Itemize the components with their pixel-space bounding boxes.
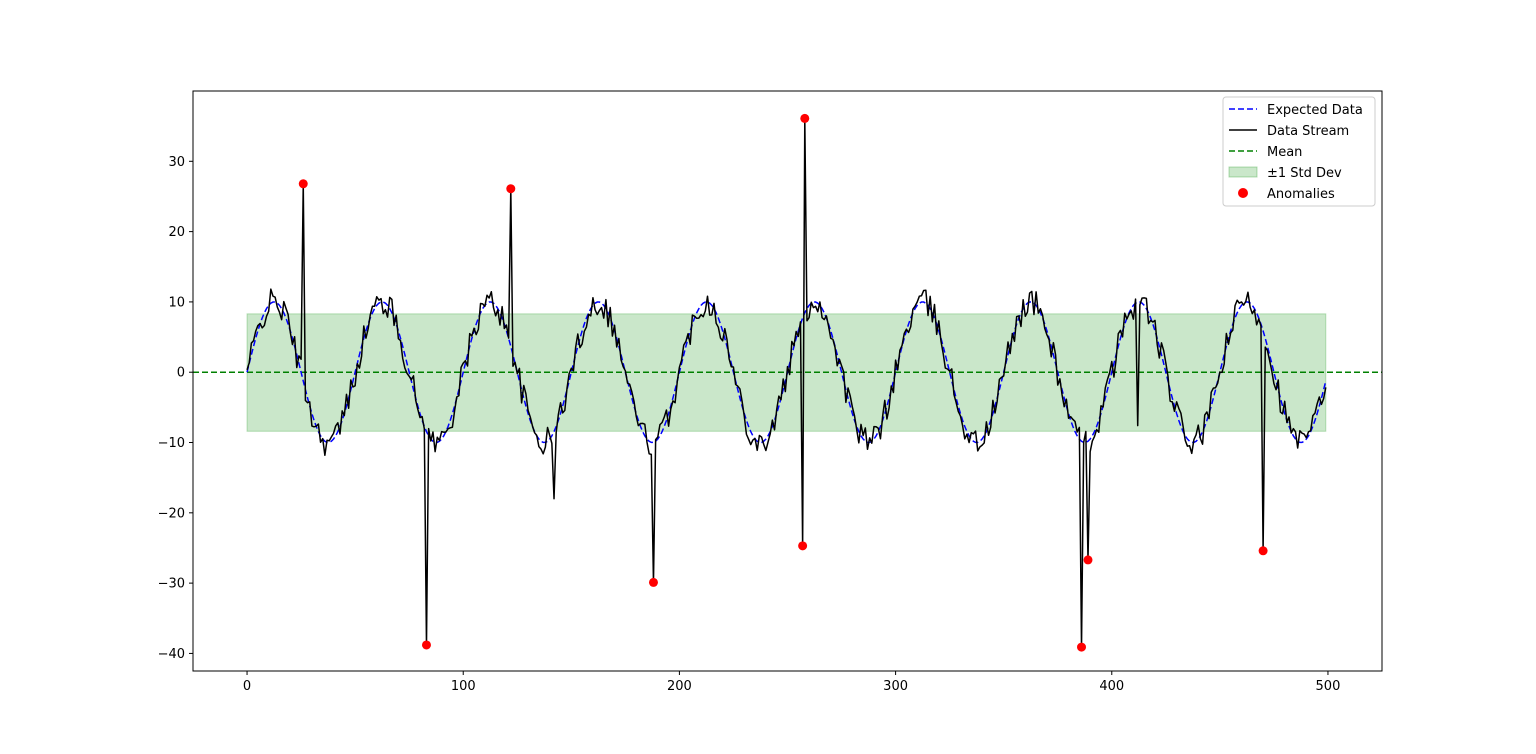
y-tick-label: 20	[168, 225, 185, 240]
anomaly-point	[798, 541, 808, 551]
stream-line-layer	[246, 117, 1327, 648]
x-tick-label: 500	[1316, 679, 1341, 694]
expected-data-line	[246, 301, 1327, 444]
legend-swatch-std	[1228, 166, 1258, 178]
x-tick-label: 400	[1099, 679, 1124, 694]
legend-label-std: ±1 Std Dev	[1267, 166, 1342, 181]
anomaly-layer	[298, 113, 1268, 652]
y-tick-label: 30	[168, 155, 185, 170]
y-tick-label: 0	[177, 366, 185, 381]
expected-line-layer	[246, 301, 1327, 444]
anomaly-point	[421, 640, 431, 650]
y-tick-label: 10	[168, 295, 185, 310]
y-axis: −40 −30 −20 −10 0 10 20 30	[158, 155, 193, 662]
plot-frame	[192, 90, 1383, 672]
x-axis: 0 100 200 300 400 500	[243, 671, 1340, 694]
anomaly-point	[1258, 546, 1268, 556]
legend-label-mean: Mean	[1267, 145, 1302, 160]
x-tick-label: 200	[667, 679, 692, 694]
anomaly-point	[1077, 642, 1087, 652]
x-tick-label: 300	[883, 679, 908, 694]
anomaly-point	[1083, 555, 1093, 565]
anomaly-point	[800, 113, 810, 123]
legend-box	[1222, 96, 1376, 207]
y-tick-label: −40	[158, 647, 185, 662]
anomaly-point	[506, 184, 516, 194]
legend-label-anomalies: Anomalies	[1267, 187, 1335, 202]
legend-label-expected: Expected Data	[1267, 103, 1363, 118]
y-tick-label: −10	[158, 436, 185, 451]
x-tick-label: 0	[243, 679, 251, 694]
legend-label-stream: Data Stream	[1267, 124, 1349, 139]
anomaly-point	[298, 179, 308, 189]
y-tick-label: −20	[158, 506, 185, 521]
legend: Expected Data Data Stream Mean ±1 Std De…	[1222, 96, 1376, 207]
data-stream-line	[246, 117, 1327, 648]
y-tick-label: −30	[158, 577, 185, 592]
legend-swatch-anomalies	[1238, 188, 1248, 198]
anomaly-point	[648, 577, 658, 587]
x-tick-label: 100	[451, 679, 476, 694]
